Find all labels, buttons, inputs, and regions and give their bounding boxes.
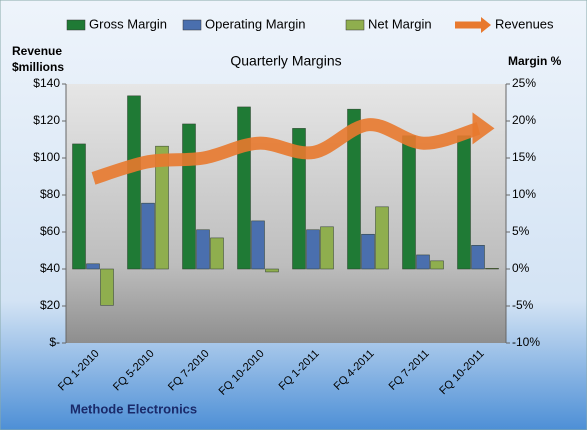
y2-tick-label: 25%	[512, 76, 536, 90]
bar	[375, 206, 389, 270]
bar	[292, 128, 306, 270]
bar	[471, 245, 485, 270]
bar	[457, 135, 471, 270]
bar	[320, 226, 334, 270]
bar	[196, 229, 210, 270]
bar	[237, 106, 251, 270]
bar	[402, 135, 416, 270]
y-tick-label: $20	[40, 298, 60, 312]
y-tick-label: $60	[40, 224, 60, 238]
y-tick-label: $120	[33, 113, 60, 127]
y2-axis-title: Margin %	[508, 54, 562, 68]
y2-tick-label: 5%	[512, 224, 530, 238]
bar	[361, 233, 375, 270]
y2-tick-label: -5%	[512, 298, 534, 312]
arrow-head	[472, 112, 495, 145]
y2-tick-label: 15%	[512, 150, 536, 164]
y-tick-label: $-	[49, 335, 60, 349]
y-tick-label: $100	[33, 150, 60, 164]
bar	[182, 123, 196, 270]
legend-marker	[66, 19, 86, 31]
chart-title: Quarterly Margins	[230, 53, 341, 69]
legend-label: Revenues	[495, 16, 554, 31]
bar	[100, 268, 114, 306]
bar	[347, 108, 361, 270]
legend-marker	[481, 17, 491, 33]
legend-label: Operating Margin	[205, 16, 305, 31]
y-axis-title: Revenue	[12, 44, 62, 58]
bar	[306, 229, 320, 270]
y-tick-label: $40	[40, 261, 60, 275]
y2-tick-label: -10%	[512, 335, 540, 349]
bar	[430, 260, 444, 270]
bar	[251, 220, 265, 270]
y2-tick-label: 10%	[512, 187, 536, 201]
legend-label: Net Margin	[368, 16, 432, 31]
bar	[72, 143, 86, 270]
y-tick-label: $80	[40, 187, 60, 201]
legend-marker	[345, 19, 365, 31]
legend-marker	[182, 19, 202, 31]
y2-tick-label: 0%	[512, 261, 530, 275]
bar	[416, 254, 430, 270]
y-axis-title: $millions	[12, 60, 64, 74]
bar	[86, 263, 100, 270]
bar	[155, 145, 169, 270]
y-tick-label: $140	[33, 76, 60, 90]
y2-tick-label: 20%	[512, 113, 536, 127]
bar	[485, 268, 499, 270]
bar	[141, 202, 155, 270]
footer: Methode Electronics	[70, 401, 197, 416]
bar	[127, 95, 141, 270]
bar	[265, 268, 279, 273]
revenue-line	[91, 118, 481, 185]
bar	[210, 237, 224, 270]
legend-label: Gross Margin	[89, 16, 167, 31]
